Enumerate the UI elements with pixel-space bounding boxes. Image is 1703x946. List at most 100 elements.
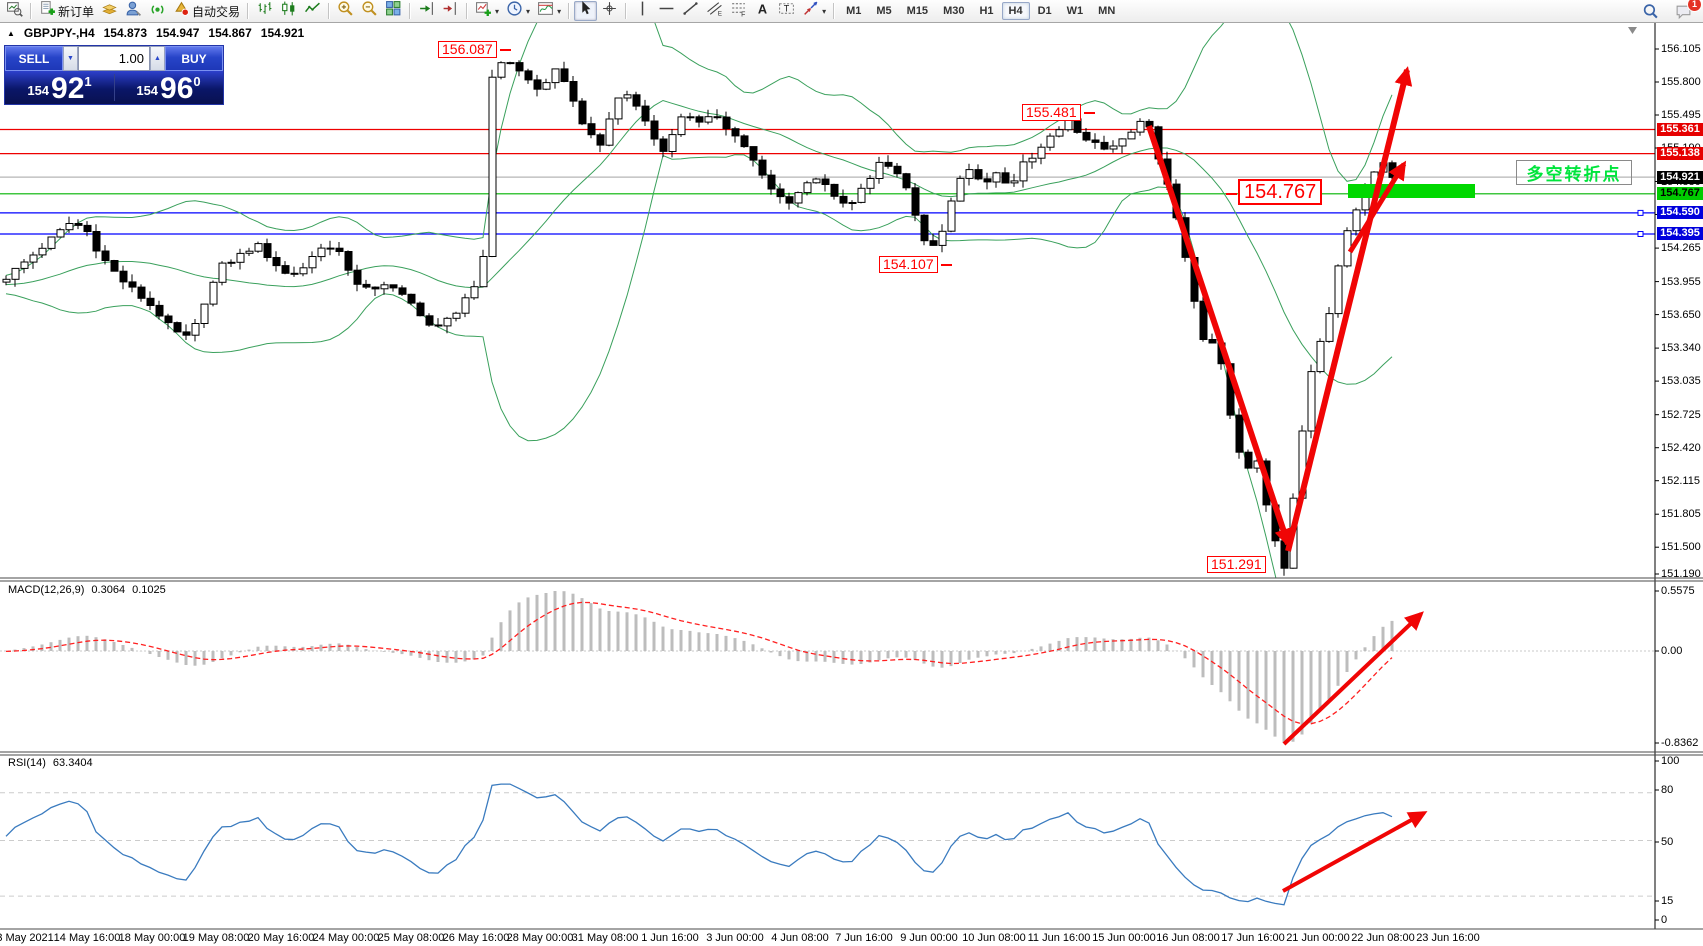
crosshair-icon[interactable] bbox=[598, 1, 621, 21]
timeframe-H1[interactable]: H1 bbox=[979, 5, 994, 17]
svg-text:F: F bbox=[741, 11, 745, 17]
zoom-out-icon[interactable] bbox=[358, 1, 381, 21]
timeframe-M5[interactable]: M5 bbox=[876, 5, 892, 17]
price-annotation[interactable]: 154.107 bbox=[879, 256, 938, 273]
sell-button[interactable]: SELL bbox=[5, 46, 63, 71]
trend-arrow-down[interactable] bbox=[1146, 125, 1292, 548]
time-axis-label: 7 Jun 16:00 bbox=[835, 932, 893, 944]
price-badge-155.138[interactable]: 155.138 bbox=[1657, 147, 1703, 160]
notifications-icon[interactable]: 1 bbox=[1672, 0, 1702, 21]
price-annotation[interactable]: 154.767 bbox=[1238, 179, 1323, 205]
price-annotation[interactable]: 156.087 bbox=[438, 41, 497, 58]
auto-scroll-icon[interactable] bbox=[415, 1, 438, 21]
horizontal-line-icon bbox=[658, 0, 675, 22]
chart-title: ▲ GBPJPY-,H4 154.873 154.947 154.867 154… bbox=[7, 26, 304, 40]
channel-icon[interactable]: E bbox=[703, 1, 726, 21]
buy-price-sup: 0 bbox=[193, 74, 201, 89]
time-axis-label: 1 Jun 16:00 bbox=[641, 932, 699, 944]
breakout-arrow[interactable] bbox=[1347, 160, 1407, 254]
vertical-line-icon[interactable] bbox=[631, 1, 654, 21]
line-chart-icon[interactable] bbox=[301, 1, 324, 21]
bar-chart-icon[interactable] bbox=[253, 1, 276, 21]
price-tick: 155.800 bbox=[1661, 76, 1701, 88]
arrows-icon-dropdown[interactable]: ▾ bbox=[822, 6, 827, 16]
autotrading-button[interactable]: 自动交易 bbox=[170, 1, 243, 21]
svg-text:A: A bbox=[758, 1, 767, 16]
zoom-in-icon[interactable] bbox=[334, 1, 357, 21]
toolbar-separator bbox=[625, 3, 628, 19]
sell-price-prefix: 154 bbox=[27, 83, 50, 98]
horizontal-line-icon[interactable] bbox=[655, 1, 678, 21]
note-label[interactable]: 多空转折点 bbox=[1516, 160, 1632, 185]
rsi-arrow[interactable] bbox=[1282, 811, 1428, 893]
fibonacci-icon[interactable]: F bbox=[727, 1, 750, 21]
timeframe-W1[interactable]: W1 bbox=[1066, 5, 1084, 17]
trend-arrow-up[interactable] bbox=[1285, 66, 1413, 552]
price-badge-154.921[interactable]: 154.921 bbox=[1657, 171, 1703, 184]
profile-icon[interactable] bbox=[122, 1, 145, 21]
templates-icon-dropdown[interactable]: ▾ bbox=[557, 6, 562, 16]
cursor-icon[interactable] bbox=[574, 1, 598, 21]
price-badge-154.590[interactable]: 154.590 bbox=[1657, 206, 1703, 219]
time-axis-label: 28 May 00:00 bbox=[506, 932, 574, 944]
price-badge-154.767[interactable]: 154.767 bbox=[1657, 187, 1703, 200]
indicators-icon-dropdown[interactable]: ▾ bbox=[495, 6, 500, 16]
timeframe-H4[interactable]: H4 bbox=[1001, 2, 1030, 20]
tile-windows-icon[interactable] bbox=[382, 1, 405, 21]
sell-price-sup: 1 bbox=[84, 74, 92, 89]
collapse-marker-icon[interactable]: ▲ bbox=[7, 28, 15, 38]
periods-icon-dropdown[interactable]: ▾ bbox=[526, 6, 531, 16]
candles bbox=[2, 60, 1397, 576]
buy-price[interactable]: 154 96 0 bbox=[114, 71, 223, 104]
trendline-icon[interactable] bbox=[679, 1, 702, 21]
timeframe-M30[interactable]: M30 bbox=[943, 5, 965, 17]
buy-button[interactable]: BUY bbox=[165, 46, 223, 71]
toolbar-separator bbox=[30, 3, 32, 19]
time-axis-label: 11 Jun 16:00 bbox=[1027, 932, 1091, 944]
level-lines[interactable] bbox=[0, 128, 1655, 235]
arrows-icon[interactable]: ▾ bbox=[799, 1, 829, 21]
price-annotation[interactable]: 155.481 bbox=[1022, 104, 1081, 121]
volume-decrease-button[interactable]: ▼ bbox=[63, 46, 78, 71]
periods-icon[interactable]: ▾ bbox=[503, 1, 533, 21]
timeframe-M15[interactable]: M15 bbox=[906, 5, 929, 17]
chart-shift-icon[interactable] bbox=[439, 1, 462, 21]
highlight-zone[interactable] bbox=[1348, 184, 1475, 198]
text-icon[interactable]: A bbox=[751, 1, 774, 21]
candlestick-chart-icon[interactable] bbox=[277, 1, 300, 21]
price-annotation[interactable]: 151.291 bbox=[1207, 556, 1266, 573]
timeframe-D1[interactable]: D1 bbox=[1037, 5, 1052, 17]
level-handle[interactable] bbox=[1637, 209, 1644, 216]
charts-icon[interactable] bbox=[3, 1, 26, 21]
price-tick: 153.340 bbox=[1661, 342, 1701, 354]
time-axis-label: 18 May 00:00 bbox=[118, 932, 186, 944]
price-badge-155.361[interactable]: 155.361 bbox=[1657, 123, 1703, 136]
price-badge-154.395[interactable]: 154.395 bbox=[1657, 227, 1703, 240]
rsi-value: 63.3404 bbox=[52, 757, 93, 769]
volume-input[interactable] bbox=[78, 46, 150, 71]
search-icon[interactable] bbox=[1639, 1, 1662, 21]
volume-increase-button[interactable]: ▲ bbox=[150, 46, 165, 71]
macd-axis-tick: 0.00 bbox=[1661, 645, 1683, 657]
sell-price[interactable]: 154 92 1 bbox=[5, 71, 114, 104]
chart-shift-marker-icon[interactable] bbox=[1628, 27, 1637, 34]
time-axis-label: 3 Jun 00:00 bbox=[706, 932, 764, 944]
timeframe-M1[interactable]: M1 bbox=[846, 5, 862, 17]
price-tick: 155.495 bbox=[1661, 109, 1701, 121]
signals-icon[interactable] bbox=[146, 1, 169, 21]
metaeditor-icon[interactable] bbox=[98, 1, 121, 21]
level-handle[interactable] bbox=[1637, 231, 1644, 237]
macd-arrow[interactable] bbox=[1282, 611, 1424, 746]
auto-scroll-icon bbox=[418, 0, 435, 22]
timeframe-MN[interactable]: MN bbox=[1098, 5, 1116, 17]
rsi-name: RSI(14) bbox=[8, 757, 46, 769]
svg-text:E: E bbox=[718, 10, 722, 17]
label-icon[interactable]: T bbox=[775, 1, 798, 21]
price-tick: 153.035 bbox=[1661, 375, 1701, 387]
templates-icon[interactable]: ▾ bbox=[534, 1, 564, 21]
indicators-icon[interactable]: ▾ bbox=[472, 1, 502, 21]
time-axis-label: 13 May 2021 bbox=[0, 932, 54, 944]
new-order-button[interactable]: 新订单 bbox=[36, 1, 97, 21]
price-tick: 151.190 bbox=[1661, 568, 1701, 580]
